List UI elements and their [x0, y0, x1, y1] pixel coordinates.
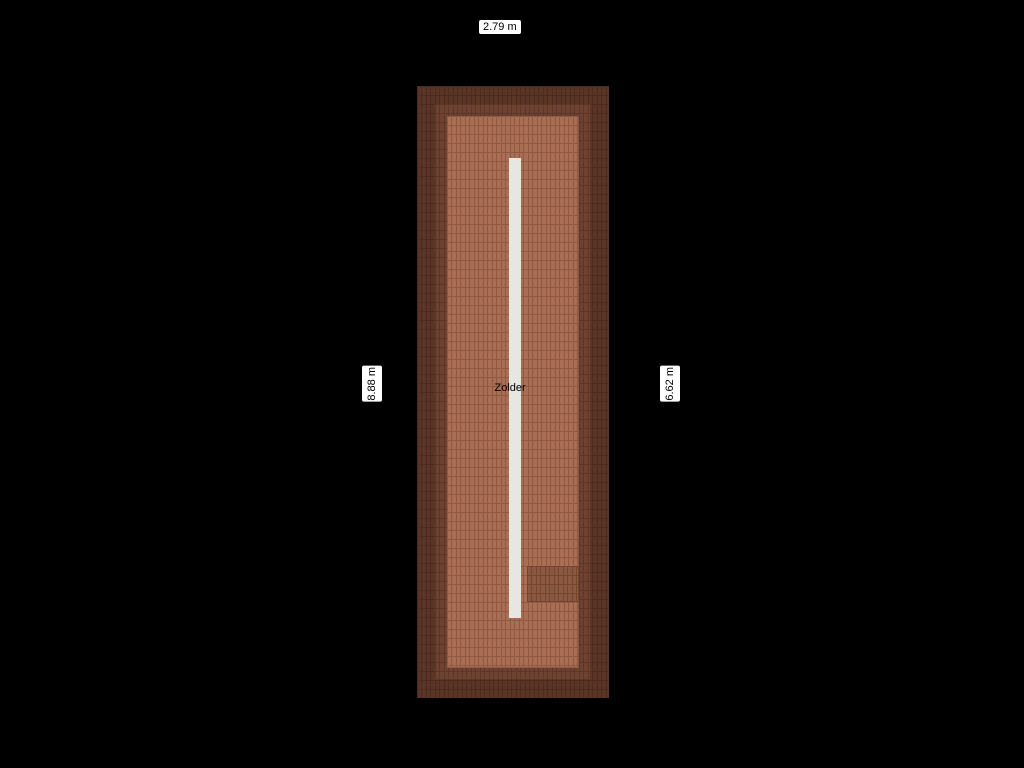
room-label-zolder: Zolder — [495, 382, 526, 394]
dimension-top: 2.79 m — [479, 20, 521, 34]
dimension-left: 8.88 m — [362, 366, 382, 402]
roof-detail-block — [527, 566, 579, 602]
dimension-right: 6.62 m — [660, 366, 680, 402]
